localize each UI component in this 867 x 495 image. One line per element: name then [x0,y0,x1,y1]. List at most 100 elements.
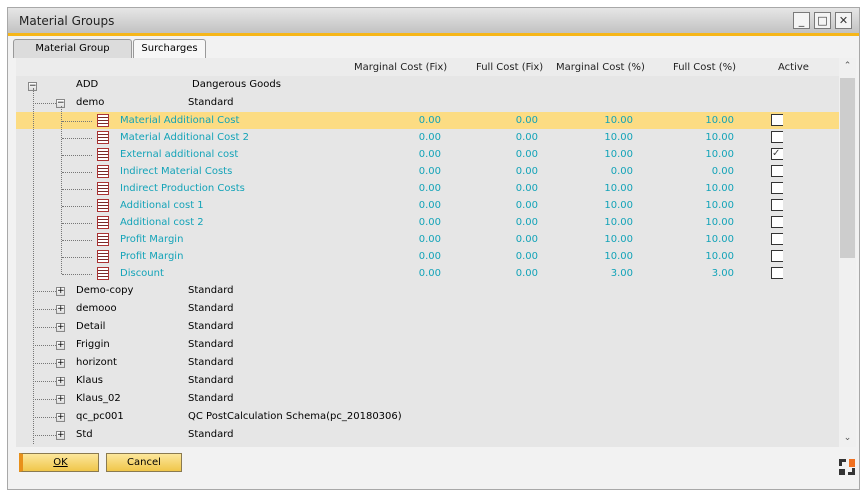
active-checkbox[interactable] [771,233,783,245]
tree-row-group[interactable]: + Std Standard [16,426,839,444]
surcharge-name: Indirect Production Costs [120,183,245,194]
group-description: Standard [188,375,234,386]
surcharge-row[interactable]: Material Additional Cost 2 0.00 0.00 10.… [16,129,839,146]
surcharge-name: Indirect Material Costs [120,166,233,177]
title-bar: Material Groups _ □ ✕ [8,8,859,33]
marginal-cost-fix: 0.00 [418,183,441,194]
tab-material-group[interactable]: Material Group [13,39,132,58]
expand-icon[interactable]: + [56,412,65,422]
accent-bar [8,33,859,36]
close-button[interactable]: ✕ [835,12,852,29]
group-description: Standard [188,97,234,108]
full-cost-fix: 0.00 [515,183,538,194]
full-cost-pct: 10.00 [705,200,734,211]
vertical-scrollbar[interactable]: ⌃ ⌄ [839,58,856,447]
tree-row-group[interactable]: + Klaus Standard [16,372,839,390]
minimize-button[interactable]: _ [793,12,810,29]
surcharge-row[interactable]: Profit Margin 0.00 0.00 10.00 10.00 [16,248,839,265]
group-code: demo [76,97,105,108]
full-cost-pct: 3.00 [711,268,734,279]
header-full-fix[interactable]: Full Cost (Fix) [476,62,544,73]
active-checkbox[interactable] [771,216,783,228]
tree-row-group[interactable]: + Demo-copy Standard [16,282,839,300]
material-groups-window: Material Groups _ □ ✕ Material Group Sur… [7,7,860,490]
scroll-down-icon[interactable]: ⌄ [843,433,852,443]
active-checkbox[interactable] [771,199,783,211]
header-marginal-pct[interactable]: Marginal Cost (%) [556,62,645,73]
header-full-pct[interactable]: Full Cost (%) [673,62,736,73]
tree-row-group[interactable]: + Friggin Standard [16,336,839,354]
surcharge-row[interactable]: Indirect Production Costs 0.00 0.00 10.0… [16,180,839,197]
tree-row-demo[interactable]: − demo Standard [16,94,839,112]
surcharge-name: Profit Margin [120,234,184,245]
surcharge-document-icon [97,165,109,178]
tree-row-root[interactable]: − ADD Dangerous Goods [16,76,839,94]
marginal-cost-pct: 10.00 [604,251,633,262]
marginal-cost-fix: 0.00 [418,115,441,126]
full-cost-fix: 0.00 [515,166,538,177]
surcharge-name: External additional cost [120,149,239,160]
expand-icon[interactable]: + [56,322,65,332]
group-code: qc_pc001 [76,411,124,422]
header-marginal-fix[interactable]: Marginal Cost (Fix) [354,62,448,73]
maximize-button[interactable]: □ [814,12,831,29]
group-description: QC PostCalculation Schema(pc_20180306) [188,411,402,422]
cancel-button[interactable]: Cancel [106,453,182,472]
active-checkbox[interactable] [771,250,783,262]
expand-icon[interactable]: + [56,304,65,314]
surcharge-row[interactable]: Discount 0.00 0.00 3.00 3.00 [16,265,839,282]
marginal-cost-fix: 0.00 [418,166,441,177]
surcharge-row[interactable]: Indirect Material Costs 0.00 0.00 0.00 0… [16,163,839,180]
expand-icon[interactable]: + [56,340,65,350]
surcharge-row[interactable]: External additional cost 0.00 0.00 10.00… [16,146,839,163]
full-cost-pct: 10.00 [705,217,734,228]
marginal-cost-pct: 10.00 [604,132,633,143]
active-checkbox[interactable] [771,165,783,177]
tree-row-group[interactable]: + Klaus_02 Standard [16,390,839,408]
surcharge-row[interactable]: Additional cost 2 0.00 0.00 10.00 10.00 [16,214,839,231]
resize-grip-icon[interactable] [839,459,855,475]
tree-row-group[interactable]: + qc_pc001 QC PostCalculation Schema(pc_… [16,408,839,426]
full-cost-pct: 10.00 [705,234,734,245]
full-cost-fix: 0.00 [515,251,538,262]
active-checkbox[interactable]: ✓ [771,148,783,160]
tree-row-group[interactable]: + demooo Standard [16,300,839,318]
group-code: ADD [76,79,99,90]
full-cost-fix: 0.00 [515,268,538,279]
grid-header: Marginal Cost (Fix) Full Cost (Fix) Marg… [16,58,839,76]
tab-surcharges[interactable]: Surcharges [133,39,206,59]
surcharge-row[interactable]: Profit Margin 0.00 0.00 10.00 10.00 [16,231,839,248]
tree-row-group[interactable]: + Detail Standard [16,318,839,336]
surcharge-row[interactable]: Material Additional Cost 0.00 0.00 10.00… [16,112,839,129]
expand-icon[interactable]: + [56,286,65,296]
group-code: horizont [76,357,117,368]
active-checkbox[interactable] [771,131,783,143]
full-cost-pct: 10.00 [705,251,734,262]
tree-row-group[interactable]: + horizont Standard [16,354,839,372]
marginal-cost-fix: 0.00 [418,149,441,160]
marginal-cost-fix: 0.00 [418,200,441,211]
full-cost-pct: 0.00 [711,166,734,177]
scroll-up-icon[interactable]: ⌃ [843,61,852,71]
active-checkbox[interactable] [771,182,783,194]
expand-icon[interactable]: + [56,394,65,404]
active-checkbox[interactable] [771,114,783,126]
collapse-icon[interactable]: − [28,81,37,91]
surcharge-document-icon [97,250,109,263]
expand-icon[interactable]: + [56,430,65,440]
surcharge-name: Discount [120,268,164,279]
scroll-thumb[interactable] [840,78,855,258]
expand-icon[interactable]: + [56,358,65,368]
ok-button[interactable]: OK [19,453,99,472]
surcharge-name: Additional cost 2 [120,217,204,228]
header-active[interactable]: Active [778,62,809,73]
group-description: Standard [188,429,234,440]
active-checkbox[interactable] [771,267,783,279]
group-code: Klaus_02 [76,393,121,404]
collapse-icon[interactable]: − [56,98,65,108]
marginal-cost-pct: 0.00 [610,166,633,177]
expand-icon[interactable]: + [56,376,65,386]
surcharge-row[interactable]: Additional cost 1 0.00 0.00 10.00 10.00 [16,197,839,214]
full-cost-pct: 10.00 [705,183,734,194]
marginal-cost-pct: 10.00 [604,217,633,228]
